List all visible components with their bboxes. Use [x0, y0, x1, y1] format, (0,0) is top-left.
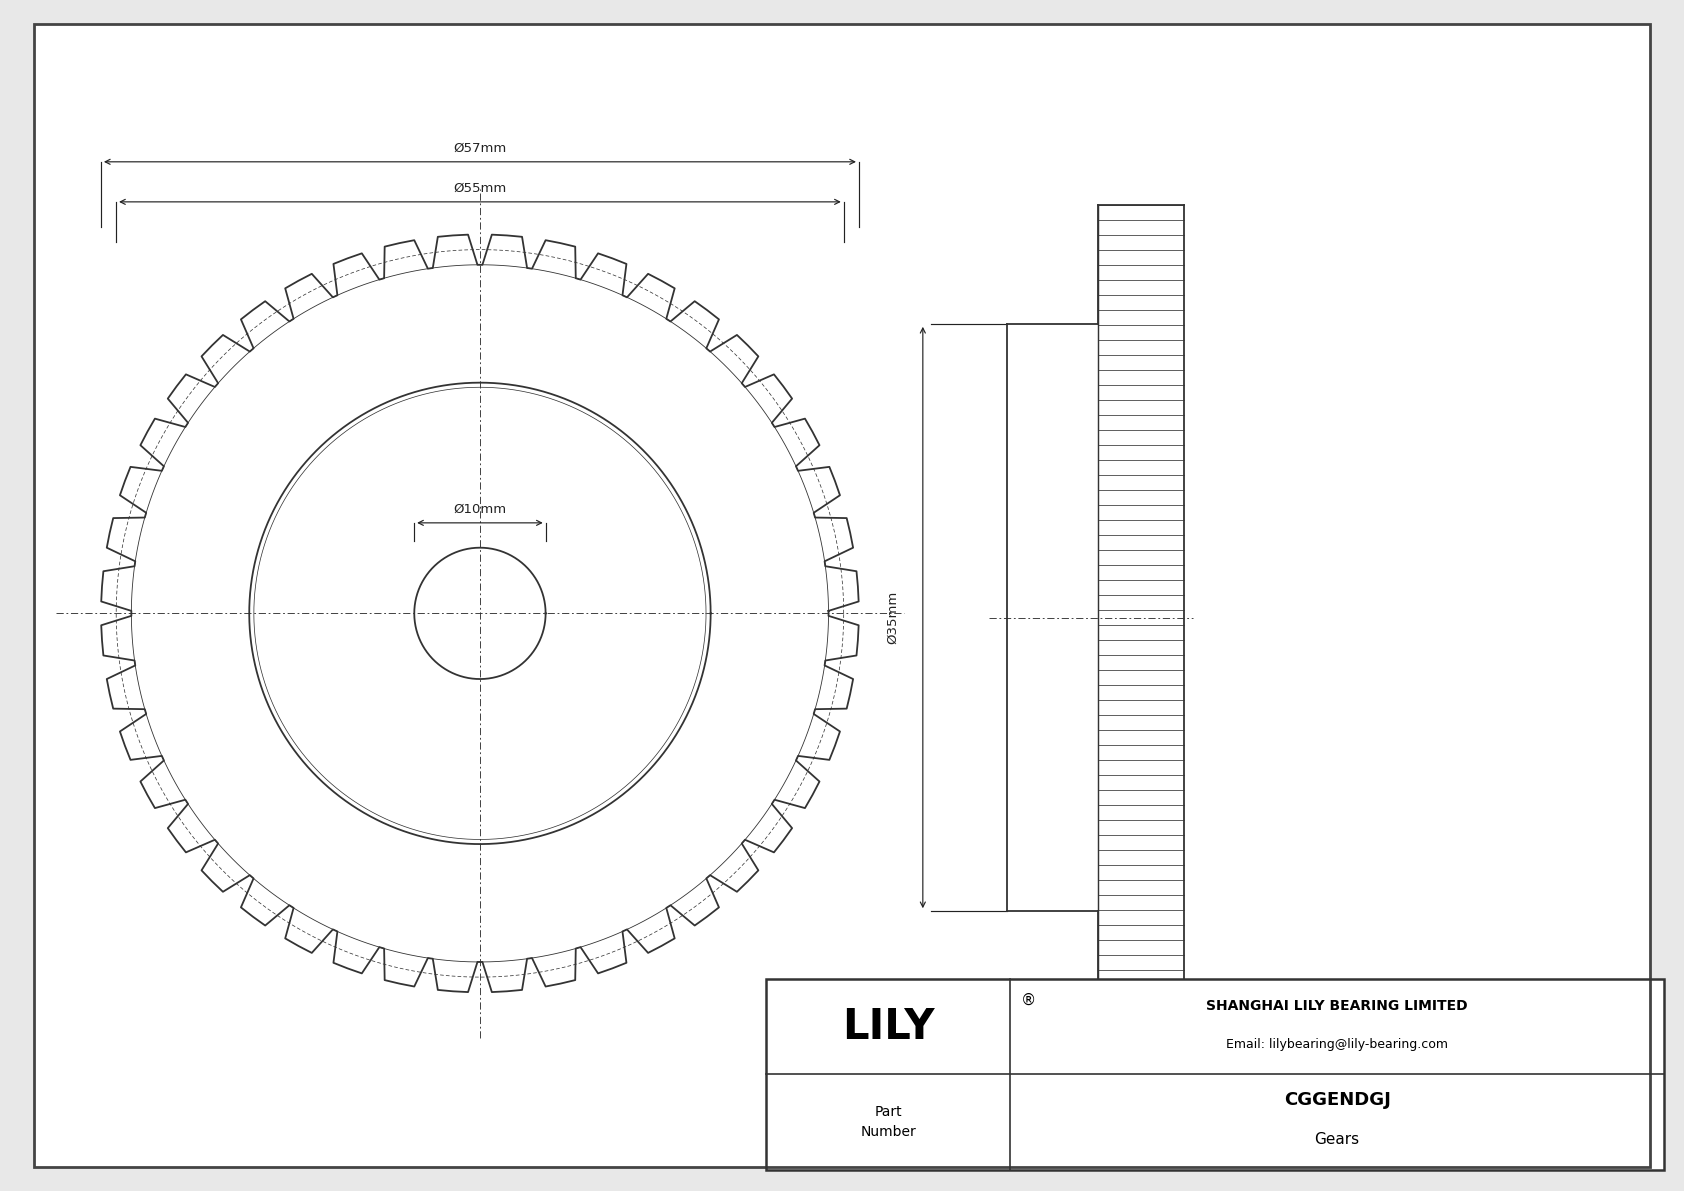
Text: Gears: Gears	[1315, 1133, 1359, 1147]
Text: CGGENDGJ: CGGENDGJ	[1283, 1091, 1391, 1110]
Text: Ø55mm: Ø55mm	[453, 182, 507, 194]
Text: 20mm: 20mm	[1074, 1077, 1116, 1090]
Text: ®: ®	[1021, 993, 1036, 1008]
Text: Ø10mm: Ø10mm	[453, 503, 507, 516]
Text: Ø57mm: Ø57mm	[453, 142, 507, 155]
Bar	[766, 979, 1664, 1170]
Text: Ø35mm: Ø35mm	[886, 591, 899, 644]
Text: LILY: LILY	[842, 1005, 935, 1048]
Text: SHANGHAI LILY BEARING LIMITED: SHANGHAI LILY BEARING LIMITED	[1206, 999, 1468, 1014]
Bar	[766, 979, 1664, 1170]
Text: 10mm: 10mm	[1120, 1048, 1162, 1061]
Text: Email: lilybearing@lily-bearing.com: Email: lilybearing@lily-bearing.com	[1226, 1039, 1448, 1050]
Text: Part
Number: Part Number	[861, 1105, 916, 1139]
